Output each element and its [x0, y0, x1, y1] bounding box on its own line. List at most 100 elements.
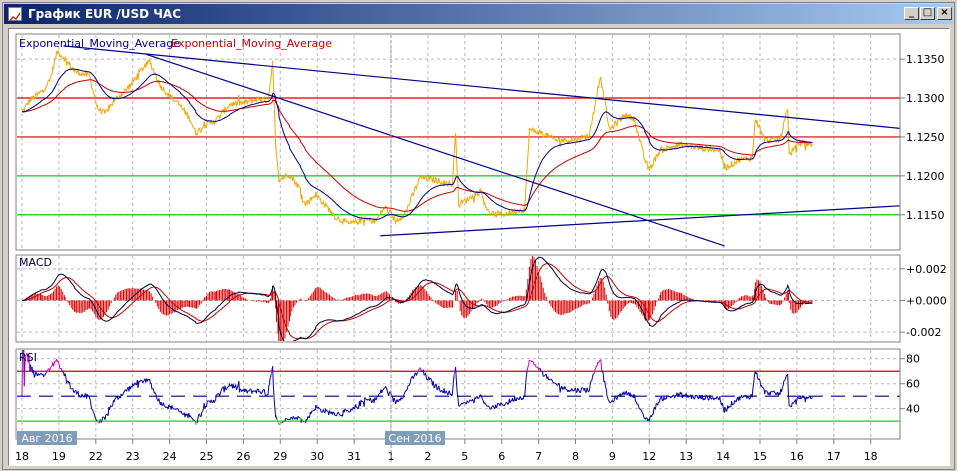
rsi-segment — [224, 385, 227, 390]
month-tag-label: Сен 2016 — [388, 432, 441, 445]
ema-slow-line — [21, 79, 813, 212]
rsi-segment — [158, 398, 161, 402]
rsi-segment — [83, 393, 86, 398]
rsi-segment — [245, 388, 247, 391]
rsi-segment — [201, 410, 203, 413]
x-tick-label: 13 — [679, 450, 693, 463]
rsi-segment — [595, 365, 598, 367]
rsi-segment — [763, 388, 766, 393]
rsi-segment — [35, 371, 38, 374]
rsi-segment — [33, 375, 36, 378]
rsi-segment — [791, 402, 793, 407]
rsi-segment — [272, 366, 274, 387]
rsi-segment — [248, 389, 250, 392]
x-tick-label: 31 — [347, 450, 361, 463]
rsi-segment — [149, 378, 151, 384]
minimize-button[interactable]: _ — [904, 7, 919, 20]
x-tick-label: 29 — [273, 450, 287, 463]
rsi-segment — [731, 400, 733, 406]
rsi-segment — [652, 408, 655, 415]
rsi-segment — [432, 381, 435, 388]
rsi-segment — [386, 390, 389, 394]
rsi-segment — [803, 395, 806, 399]
maximize-button[interactable]: □ — [920, 7, 935, 20]
rsi-segment — [438, 388, 441, 392]
rsi-segment — [121, 394, 124, 397]
rsi-segment — [269, 374, 272, 378]
rsi-segment — [688, 395, 690, 398]
rsi-segment — [514, 396, 517, 401]
rsi-segment — [361, 400, 363, 403]
rsi-segment — [524, 385, 527, 397]
x-tick-label: 25 — [200, 450, 214, 463]
rsi-segment — [277, 421, 280, 425]
rsi-segment — [488, 405, 490, 408]
rsi-segment — [651, 414, 653, 417]
rsi-segment — [525, 376, 527, 386]
rsi-segment — [716, 396, 719, 398]
rsi-segment — [456, 391, 459, 398]
rsi-segment — [500, 402, 503, 405]
rsi-segment — [507, 403, 510, 405]
rsi-segment — [269, 377, 271, 384]
rsi-segment — [624, 393, 626, 395]
rsi-segment — [795, 399, 798, 405]
rsi-segment — [639, 408, 642, 410]
rsi-segment — [747, 396, 749, 398]
x-tick-label: 14 — [716, 450, 730, 463]
rsi-segment — [50, 366, 52, 369]
macd-title: MACD — [19, 256, 52, 269]
rsi-segment — [58, 362, 61, 368]
rsi-segment — [268, 382, 271, 387]
rsi-segment — [728, 406, 730, 409]
rsi-segment — [89, 400, 92, 407]
rsi-segment — [640, 409, 643, 412]
rsi-segment — [554, 382, 556, 385]
rsi-segment — [591, 377, 593, 382]
rsi-segment — [741, 396, 744, 399]
rsi-segment — [722, 407, 725, 412]
x-tick-label: 12 — [642, 450, 656, 463]
title-bar[interactable]: График EUR /USD ЧАС _ □ × — [4, 4, 953, 24]
rsi-segment — [441, 389, 443, 393]
rsi-segment — [404, 390, 407, 393]
rsi-segment — [620, 395, 623, 397]
rsi-y-tick-label: 60 — [906, 378, 920, 391]
axes: 1819222324252629303112567891213141516171… — [15, 35, 947, 463]
rsi-segment — [174, 408, 177, 410]
rsi-segment — [202, 408, 204, 412]
rsi-segment — [544, 374, 546, 376]
rsi-segment — [197, 414, 200, 418]
chart-icon — [8, 7, 22, 22]
rsi-segment — [749, 394, 752, 400]
rsi-segment — [75, 390, 78, 395]
macd-y-tick-label: -0.002 — [906, 326, 941, 339]
rsi-segment — [593, 370, 596, 375]
x-tick-label: 19 — [52, 450, 66, 463]
rsi-segment — [751, 387, 754, 396]
rsi-segment — [435, 383, 437, 386]
rsi-segment — [190, 416, 192, 418]
rsi-segment — [613, 397, 616, 402]
rsi-segment — [608, 400, 610, 402]
rsi-segment — [46, 368, 49, 372]
rsi-segment — [641, 411, 643, 413]
rsi-segment — [571, 388, 573, 390]
rsi-segment — [678, 393, 681, 396]
rsi-segment — [260, 392, 263, 395]
rsi-segment — [600, 359, 603, 371]
close-button[interactable]: × — [937, 7, 952, 20]
rsi-segment — [189, 414, 191, 417]
rsi-segment — [798, 397, 801, 400]
x-tick-label: 9 — [609, 450, 616, 463]
rsi-segment — [402, 397, 404, 399]
rsi-segment — [165, 406, 167, 409]
rsi-segment — [357, 407, 360, 410]
rsi-segment — [774, 392, 776, 394]
rsi-segment — [319, 408, 321, 410]
rsi-segment — [528, 360, 530, 365]
rsi-segment — [641, 412, 644, 415]
rsi-segment — [807, 396, 810, 399]
trendline — [146, 53, 725, 247]
